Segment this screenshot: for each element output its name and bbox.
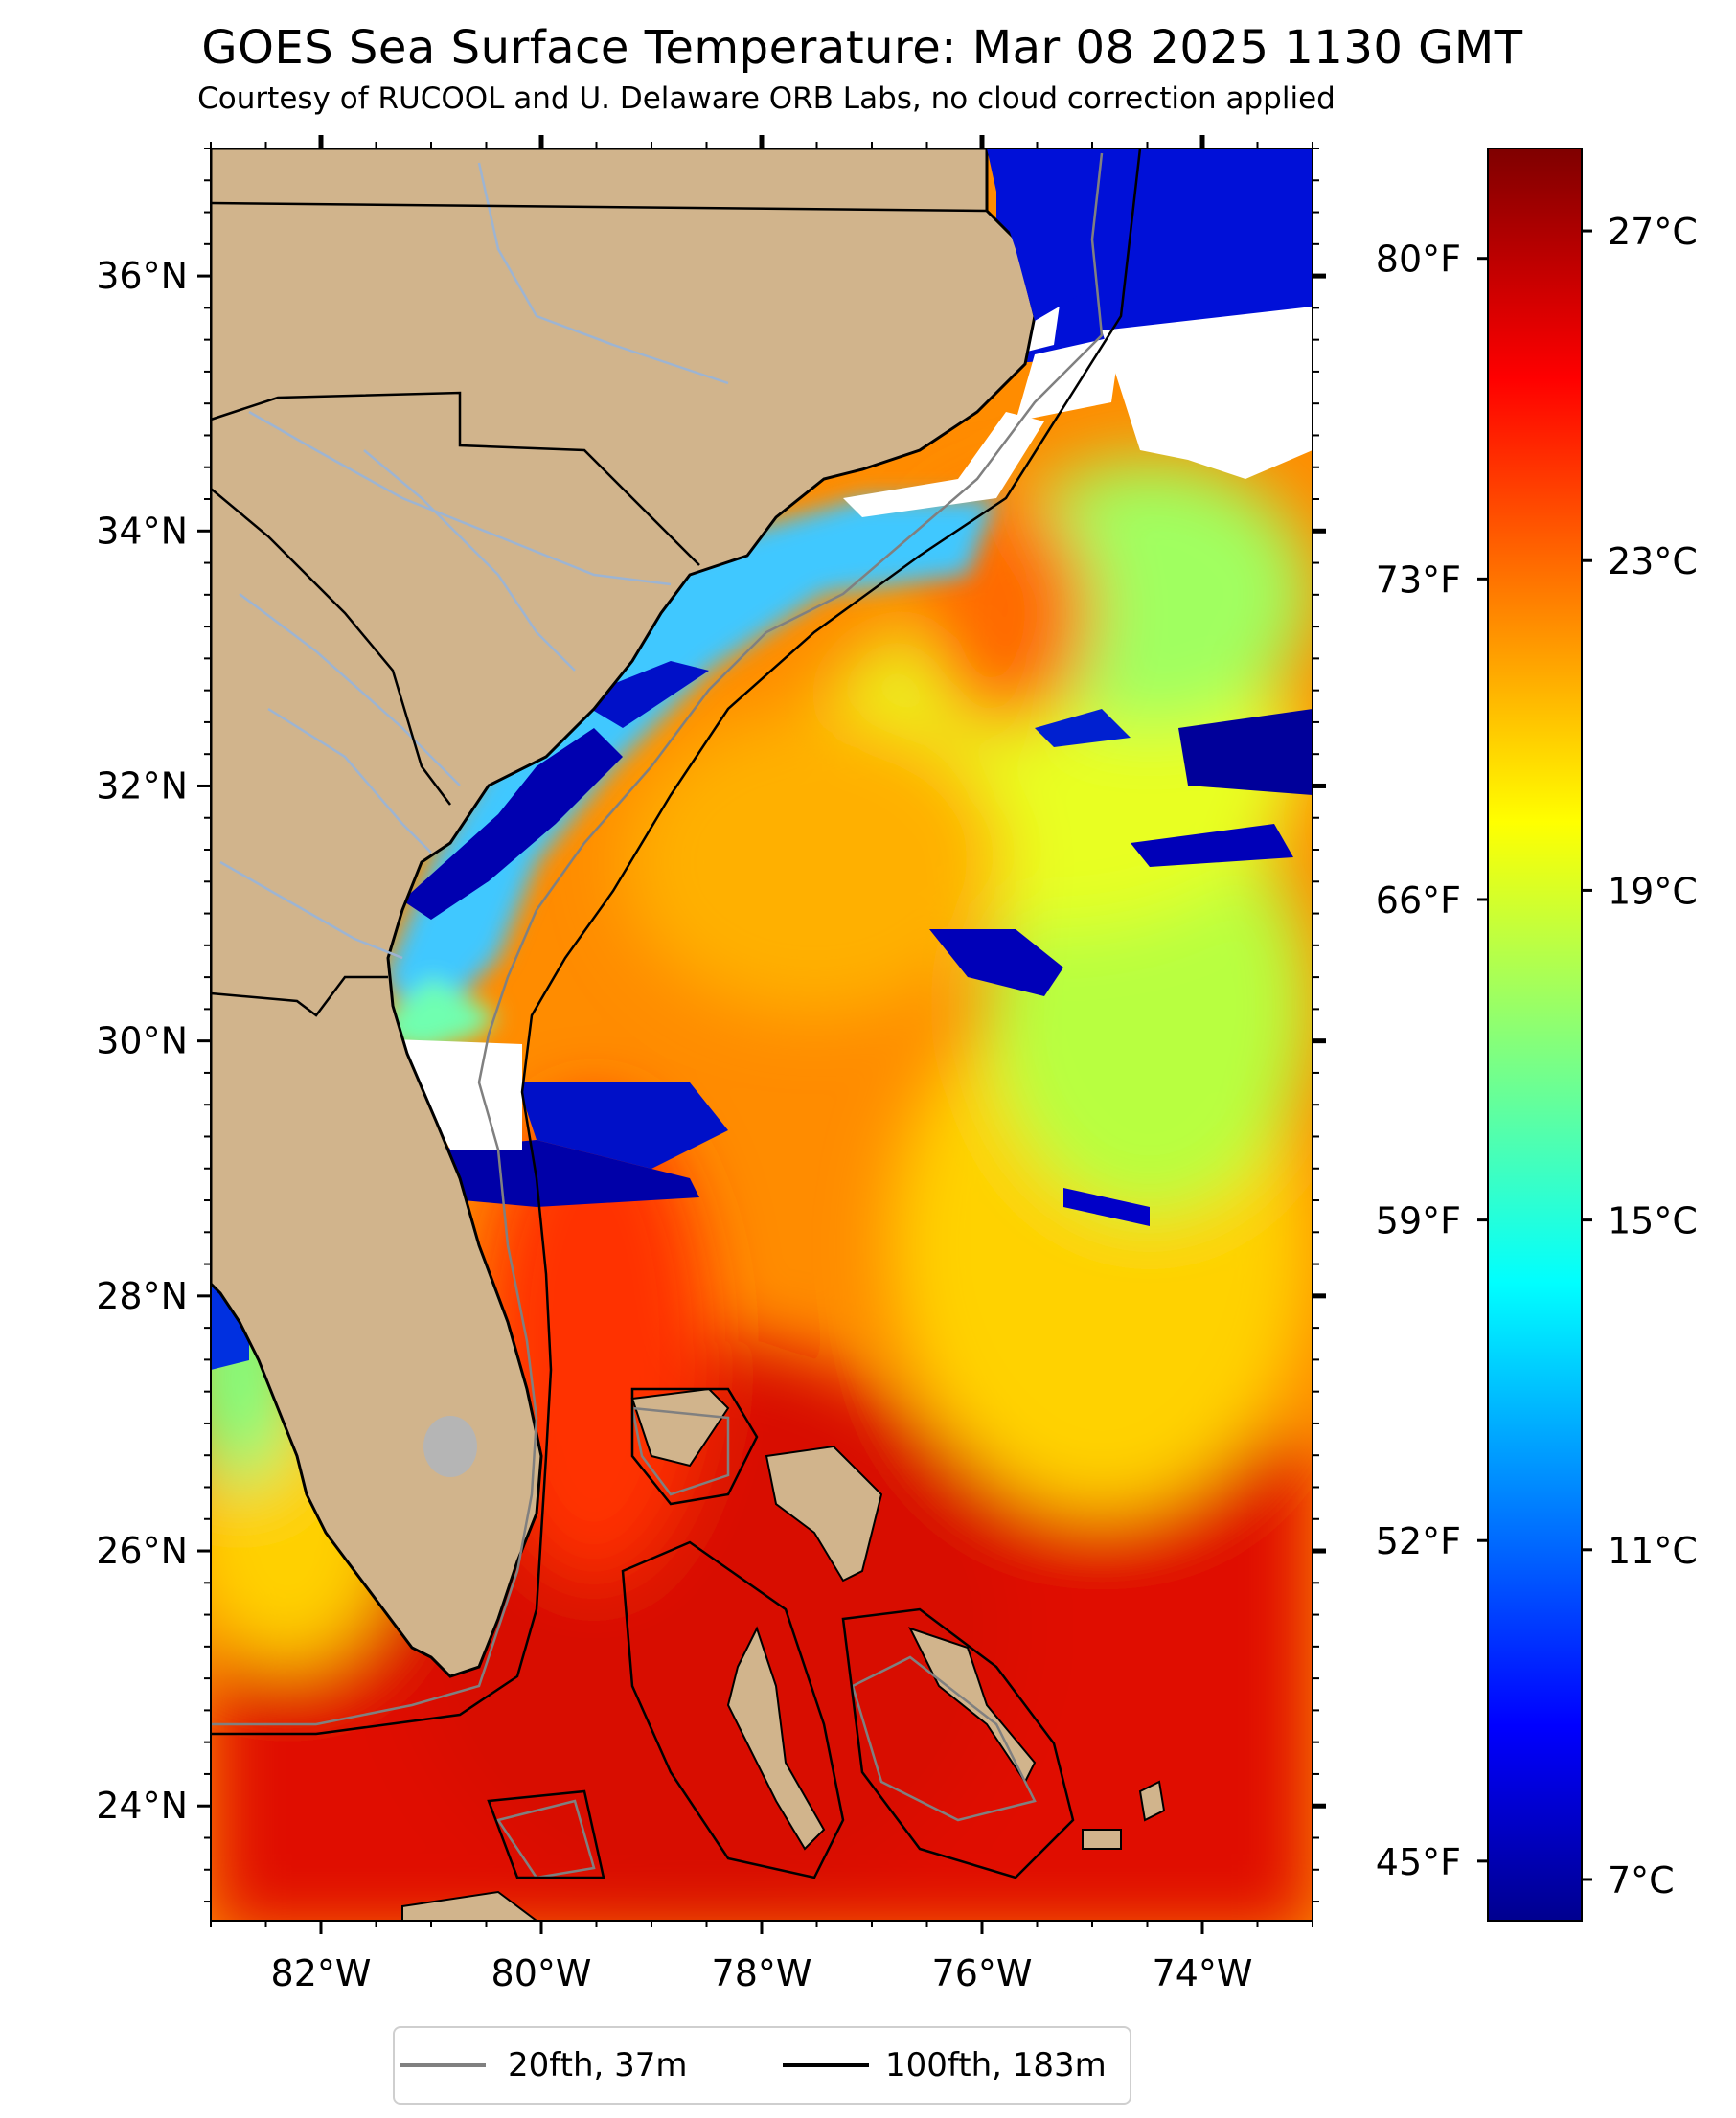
fahrenheit-tick-label: 45°F [1376, 1841, 1461, 1883]
colorbar-tick-label: 23°C [1608, 540, 1698, 582]
fahrenheit-tick-label: 73°F [1376, 558, 1461, 601]
contour-20fth [211, 152, 1104, 1879]
colorbar-tick-label: 7°C [1608, 1859, 1675, 1902]
colorbar-ticks: 27°C 23°C 19°C 15°C 11°C 7°C [1582, 211, 1698, 1902]
fahrenheit-tick-label: 80°F [1376, 239, 1461, 281]
fahrenheit-axis: 80°F 73°F 66°F 59°F 52°F 45°F [1376, 239, 1488, 1883]
fahrenheit-tick-label: 59°F [1376, 1200, 1461, 1242]
legend-100fth-swatch [778, 2028, 874, 2103]
colorbar-tick-label: 19°C [1608, 870, 1698, 912]
y-tick-label: 26°N [96, 1530, 188, 1572]
legend-item-100fth: 100fth, 183m [885, 2046, 1107, 2084]
state-boundaries [211, 201, 988, 1017]
y-axis: 36°N 34°N 32°N 30°N 28°N 26°N 24°N [96, 148, 1326, 1903]
map-legend: 20fth, 37m 100fth, 183m [393, 2026, 1131, 2105]
contour-100fth [211, 148, 1142, 1879]
fahrenheit-tick-label: 52°F [1376, 1520, 1461, 1562]
y-tick-label: 28°N [96, 1275, 188, 1317]
colorbar-tick-label: 11°C [1608, 1530, 1698, 1572]
y-tick-label: 34°N [96, 510, 188, 552]
colorbar-tick-label: 27°C [1608, 211, 1698, 253]
map-subtitle: Courtesy of RUCOOL and U. Delaware ORB L… [197, 81, 1336, 116]
y-tick-label: 24°N [96, 1785, 188, 1827]
legend-20fth-swatch [395, 2028, 491, 2103]
land [211, 148, 1166, 1921]
y-tick-label: 30°N [96, 1020, 188, 1062]
rivers [219, 162, 729, 960]
x-tick-label: 82°W [271, 1952, 372, 1994]
x-axis: 82°W 80°W 78°W 76°W 74°W [210, 135, 1313, 1994]
y-tick-label: 36°N [96, 255, 188, 297]
colorbar-tick-label: 15°C [1608, 1200, 1698, 1242]
fahrenheit-tick-label: 66°F [1376, 879, 1461, 922]
plot-area [211, 148, 1313, 1921]
y-tick-label: 32°N [96, 764, 188, 807]
x-tick-label: 76°W [932, 1952, 1033, 1994]
x-tick-label: 78°W [712, 1952, 812, 1994]
x-tick-label: 80°W [491, 1952, 592, 1994]
legend-item-20fth: 20fth, 37m [508, 2046, 688, 2084]
x-tick-label: 74°W [1153, 1952, 1253, 1994]
black-line-icon [783, 2063, 869, 2067]
colorbar [1487, 148, 1583, 1922]
gray-line-icon [400, 2063, 486, 2067]
map-title: GOES Sea Surface Temperature: Mar 08 202… [201, 21, 1523, 75]
